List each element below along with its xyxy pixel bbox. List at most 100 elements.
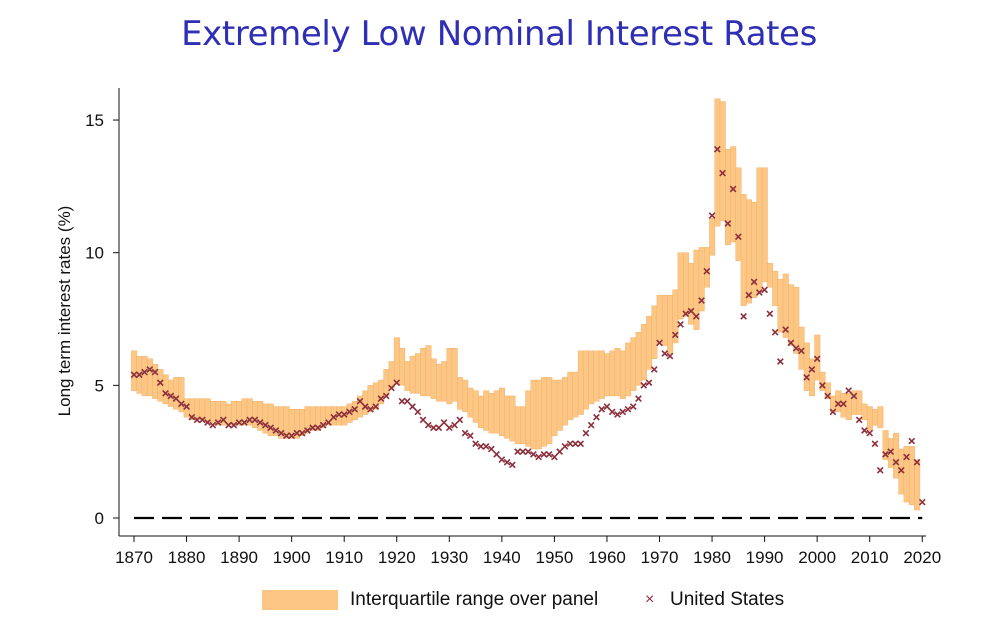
legend-label-iqr: Interquartile range over panel (350, 589, 599, 610)
us-point-stroke (671, 331, 679, 339)
us-point (776, 358, 784, 365)
us-point (482, 443, 490, 450)
us-point-stroke (367, 405, 374, 413)
us-point-stroke (808, 366, 816, 373)
us-point (466, 432, 474, 440)
us-point-stroke (840, 400, 847, 408)
us-point-stroke (719, 169, 726, 177)
us-point (272, 427, 280, 434)
us-point-stroke (314, 424, 322, 432)
us-point (734, 233, 742, 241)
us-point (514, 448, 521, 456)
y-tick-label: 5 (95, 376, 104, 395)
us-point (771, 328, 779, 336)
us-point (703, 267, 711, 275)
us-point (545, 450, 553, 458)
us-point-stroke (861, 427, 868, 434)
us-point-stroke (262, 421, 269, 429)
us-point-stroke (424, 421, 432, 429)
us-point (461, 429, 469, 437)
us-point-stroke (283, 432, 290, 440)
us-point (351, 405, 359, 413)
us-point-stroke (803, 374, 811, 381)
iqr-band-bar (451, 348, 458, 402)
us-point (766, 310, 774, 318)
iqr-band-bar (520, 406, 526, 444)
us-point-stroke (377, 395, 385, 402)
us-point (309, 424, 317, 432)
us-point-stroke (456, 416, 464, 424)
us-point-stroke (409, 403, 416, 410)
iqr-band-bar (740, 194, 747, 306)
axes-group: 0 5 10 15 1870 1880 1890 1900 1910 1920 1930 1940 19… (55, 88, 941, 567)
y-tick-label: 0 (95, 509, 104, 528)
iqr-band-bar (861, 403, 868, 421)
us-point (230, 421, 238, 429)
us-point (435, 424, 443, 432)
us-point-stroke (708, 212, 716, 219)
us-point-stroke (130, 371, 138, 379)
us-point (861, 427, 868, 434)
iqr-band-bar (872, 409, 879, 426)
us-point-stroke (503, 458, 511, 466)
us-point-stroke (461, 429, 469, 437)
us-point (650, 366, 658, 373)
us-point (656, 339, 663, 347)
iqr-band-bar (231, 401, 237, 426)
y-tick-label: 15 (85, 111, 104, 130)
us-point (246, 416, 253, 424)
us-point (729, 185, 737, 193)
us-point (519, 448, 527, 456)
us-point (629, 403, 637, 410)
iqr-band-bar (714, 98, 721, 227)
us-point-stroke (535, 453, 543, 461)
us-point (750, 278, 758, 286)
us-point-stroke (761, 286, 768, 294)
us-point (608, 408, 616, 416)
us-point-stroke (225, 421, 232, 429)
us-point (708, 212, 716, 219)
us-point-stroke (330, 413, 338, 421)
us-point (813, 355, 821, 363)
iqr-band-bar (420, 348, 427, 397)
us-point (414, 408, 422, 416)
iqr-band-bar (509, 395, 516, 442)
us-point-stroke (882, 450, 889, 458)
us-point (419, 416, 427, 424)
iqr-band-bar (546, 377, 553, 444)
us-point (377, 395, 385, 402)
us-point (277, 429, 285, 437)
us-point-stroke (892, 458, 900, 466)
iqr-band-bar (252, 401, 258, 428)
us-point-stroke (524, 448, 532, 456)
us-point-stroke (440, 419, 448, 426)
iqr-band-bar (866, 406, 873, 431)
iqr-band-bar (173, 377, 180, 410)
us-point (508, 461, 516, 469)
us-point-stroke (645, 379, 653, 387)
iqr-band-bar (425, 345, 432, 397)
us-point (183, 403, 190, 410)
us-point-stroke (466, 432, 474, 440)
us-point-stroke (866, 429, 874, 437)
us-point (850, 392, 858, 400)
iqr-band-bar (793, 286, 800, 354)
iqr-band-bar (809, 358, 816, 397)
us-point (840, 400, 847, 408)
us-point-stroke (640, 381, 648, 389)
us-point-stroke (687, 307, 695, 315)
iqr-band-bar (845, 393, 852, 421)
iqr-band-bar (735, 167, 742, 261)
us-point-stroke (304, 427, 311, 434)
x-tick-label: 1950 (535, 548, 573, 567)
us-point-stroke (141, 368, 148, 376)
us-point-stroke (288, 432, 296, 440)
us-point (235, 419, 243, 426)
us-point-stroke (325, 419, 332, 426)
iqr-band-bar (404, 361, 411, 391)
us-point (645, 379, 653, 387)
iqr-band-bar (467, 387, 474, 418)
us-point-stroke (482, 443, 490, 450)
us-point (424, 421, 432, 429)
us-point-stroke (267, 424, 274, 432)
